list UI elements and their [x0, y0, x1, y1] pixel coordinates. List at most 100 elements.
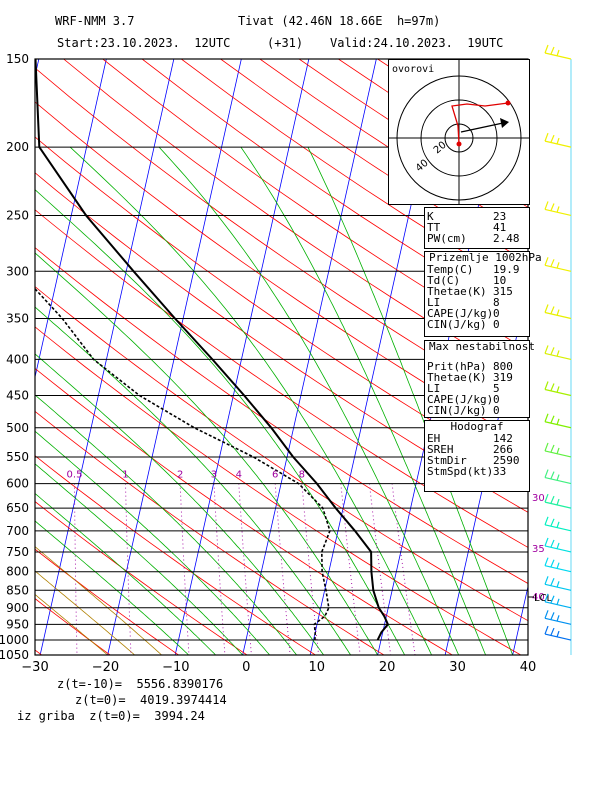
pressure-tick-label: 800 [6, 565, 29, 579]
moist-adiabat-line [35, 546, 162, 655]
temperature-tick-label: −10 [162, 660, 189, 675]
isotherm-line [242, 59, 377, 655]
wind-barb [544, 469, 572, 485]
surface-value: 10 [493, 274, 507, 287]
mixing-ratio-line [74, 483, 78, 655]
index-row: K 23 [425, 211, 529, 222]
wind-barb-flag [544, 469, 549, 478]
wind-barb-flag [544, 442, 549, 452]
wind-barb [544, 516, 572, 532]
mixing-ratio-label: 2 [177, 470, 183, 481]
wind-barb-flag [550, 444, 555, 453]
surface-key: Td(C) [427, 274, 461, 287]
moist-adiabat-line [35, 463, 243, 655]
wind-barb-shaft [544, 421, 572, 429]
hodograph-wind-start [456, 141, 462, 147]
hodograph-stat-row: StmSpd(kt) 33 [425, 466, 529, 477]
wind-barb-flag [550, 518, 555, 527]
moist-adiabat-line [35, 492, 216, 655]
moist-adiabat-line [307, 146, 513, 655]
lcl-label: LCL [534, 593, 553, 604]
wind-barb-flag [556, 262, 560, 269]
wind-barb-flag [550, 46, 555, 55]
wind-barb-flag [550, 559, 555, 567]
wind-barb-flag [556, 350, 560, 357]
instability-key: Prit(hPa) [427, 360, 487, 373]
wind-barb-shaft [544, 565, 572, 573]
wind-barb-flag [544, 557, 549, 566]
pressure-tick-label: 650 [6, 501, 29, 515]
surface-value: 19.9 [493, 263, 520, 276]
wind-barb-shaft [544, 450, 572, 458]
temperature-tick-label: 10 [308, 660, 325, 675]
wind-barb [544, 537, 572, 553]
hodograph-storm-arrowhead [500, 118, 509, 128]
surface-key: CIN(J/kg) [427, 318, 487, 331]
moist-adiabat-line [35, 189, 405, 655]
wind-barb-flag [556, 498, 560, 506]
instability-value: 319 [493, 371, 513, 384]
moist-adiabat-line [35, 306, 351, 655]
wind-barb [544, 345, 572, 360]
surface-key: Temp(C) [427, 263, 474, 276]
pressure-tick-label: 600 [6, 477, 29, 491]
pressure-tick-label: 1050 [0, 648, 29, 662]
wind-barb-flag [556, 521, 560, 529]
wind-barb-flag [544, 493, 549, 503]
hodograph-stat-value: 266 [493, 443, 513, 456]
wind-barb-flag [556, 447, 560, 455]
height-t-minus10: z(t=-10)= 5556.8390176 [57, 677, 224, 691]
instability-row: CIN(J/kg) 0 [425, 405, 529, 416]
pressure-tick-label: 350 [6, 312, 29, 326]
wind-barb-shaft [544, 140, 572, 148]
wind-barb [544, 381, 572, 397]
wind-barb-flag [550, 595, 555, 604]
wind-barb-flag [556, 630, 560, 638]
moist-adiabat-line [35, 353, 324, 655]
indices-panel: K 23 TT 41 PW(cm) 2.48 [424, 207, 530, 249]
mixing-ratio-label: 1 [122, 470, 128, 481]
wind-barb-flag [544, 381, 549, 390]
wind-barb-flag [550, 471, 555, 479]
wind-barb-flag [556, 137, 560, 145]
isotherm-line [174, 59, 310, 655]
run-start: Start:23.10.2023. 12UTC [57, 36, 231, 50]
wind-barb [544, 413, 572, 429]
surface-row: Td(C) 10 [425, 275, 529, 286]
wind-barb-flag [544, 132, 549, 142]
wind-barb-shaft [544, 601, 572, 609]
height-t-zero: z(t=0)= 4019.3974414 [75, 693, 227, 707]
pressure-tick-label: 950 [6, 617, 29, 631]
moist-adiabat-line [158, 146, 459, 655]
temperature-tick-label: −30 [21, 660, 48, 675]
wind-barb-flag [556, 49, 560, 57]
pressure-tick-label: 750 [6, 545, 29, 559]
surface-row: Temp(C) 19.9 [425, 264, 529, 275]
mixing-ratio-line [368, 483, 392, 655]
surface-value: 0 [493, 318, 500, 331]
instability-row: LI 5 [425, 383, 529, 394]
temperature-tick-label: 20 [379, 660, 396, 675]
index-key: PW(cm) [427, 232, 467, 245]
mixing-ratio-line [238, 483, 252, 655]
instability-value: 0 [493, 404, 500, 417]
surface-key: LI [427, 296, 441, 309]
instability-row: CAPE(J/kg) 0 [425, 394, 529, 405]
mixing-ratio-line [301, 483, 320, 655]
surface-value: 315 [493, 285, 513, 298]
wind-barb-flag [550, 495, 555, 504]
wind-barb-flag [550, 134, 555, 143]
moist-adiabat-line [35, 520, 189, 655]
wind-barb-flag [544, 201, 549, 210]
wind-barb-flag [556, 386, 560, 393]
instability-panel: Max nestabilnost Prit(hPa) 800 Thetae(K) 31… [424, 340, 535, 418]
wind-barb-flag [544, 345, 549, 354]
wind-barb [544, 557, 572, 573]
wind-barb [544, 625, 572, 641]
wind-barb-flag [544, 413, 549, 422]
index-value: 23 [493, 210, 507, 223]
wind-barb [544, 610, 572, 625]
hodograph: 20 40 ovorovi [388, 59, 530, 205]
index-row: PW(cm) 2.48 [425, 233, 529, 244]
surface-row: LI 8 [425, 297, 529, 308]
